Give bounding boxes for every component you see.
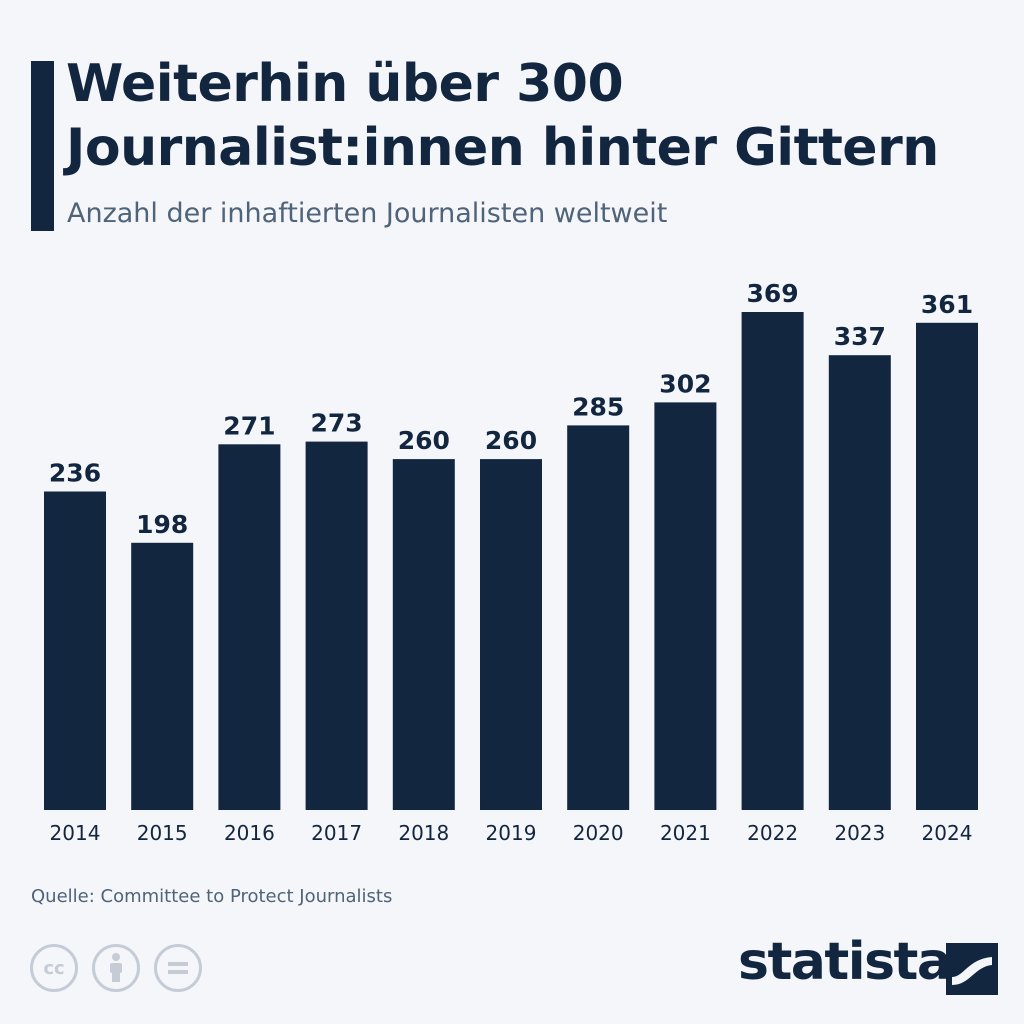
x-tick-label-2022: 2022 [747, 821, 798, 845]
equals-glyph [168, 962, 188, 974]
bar-chart: 236 2014 198 2015 271 2016 273 2017 260 2018 260 20… [44, 279, 978, 845]
statista-logo-mark-icon [946, 943, 998, 995]
person-glyph [110, 953, 122, 982]
x-tick-label-2020: 2020 [573, 821, 624, 845]
x-tick-label-2017: 2017 [311, 821, 362, 845]
x-tick-label-2019: 2019 [486, 821, 537, 845]
x-tick-label-2024: 2024 [922, 821, 973, 845]
data-label-2021: 302 [659, 369, 711, 398]
chart-title-line-1: Weiterhin über 300 [66, 54, 624, 114]
statista-logo[interactable]: statista [738, 932, 998, 1000]
x-tick-label-2015: 2015 [137, 821, 188, 845]
bar-2017 [305, 441, 368, 810]
x-tick-label-2023: 2023 [834, 821, 885, 845]
bar-2022 [741, 312, 804, 810]
chart-title-line-2: Journalist:innen hinter Gittern [66, 118, 939, 178]
data-label-2022: 369 [747, 279, 799, 308]
bar-2016 [218, 444, 281, 810]
data-label-2016: 271 [223, 411, 275, 440]
no-derivatives-icon[interactable] [154, 944, 202, 992]
bar-2018 [392, 459, 455, 810]
bar-2024 [916, 322, 978, 810]
chart-title: Weiterhin über 300 Journalist:innen hint… [66, 52, 1006, 180]
bar-2019 [480, 459, 542, 810]
data-label-2017: 273 [311, 409, 363, 438]
chart-subtitle: Anzahl der inhaftierten Journalisten wel… [67, 198, 668, 229]
data-label-2014: 236 [49, 459, 101, 488]
x-tick-label-2018: 2018 [398, 821, 449, 845]
data-label-2018: 260 [398, 426, 450, 455]
data-label-2019: 260 [485, 426, 537, 455]
bar-2020 [567, 425, 630, 810]
bar-2014 [44, 491, 106, 810]
data-label-2023: 337 [834, 322, 886, 351]
cc-icon-label: cc [43, 957, 65, 979]
bar-2023 [828, 355, 891, 810]
data-label-2020: 285 [572, 392, 624, 421]
attribution-icon[interactable] [92, 944, 140, 992]
x-tick-label-2014: 2014 [50, 821, 101, 845]
data-label-2015: 198 [136, 510, 188, 539]
bar-2015 [131, 542, 194, 810]
bar-2021 [654, 402, 717, 810]
source-note: Quelle: Committee to Protect Journalists [31, 886, 393, 907]
x-tick-label-2016: 2016 [224, 821, 275, 845]
statista-logo-text: statista [738, 932, 952, 992]
x-tick-label-2021: 2021 [660, 821, 711, 845]
title-accent-bar [31, 61, 54, 231]
cc-icon[interactable]: cc [30, 944, 78, 992]
data-label-2024: 361 [921, 290, 973, 319]
